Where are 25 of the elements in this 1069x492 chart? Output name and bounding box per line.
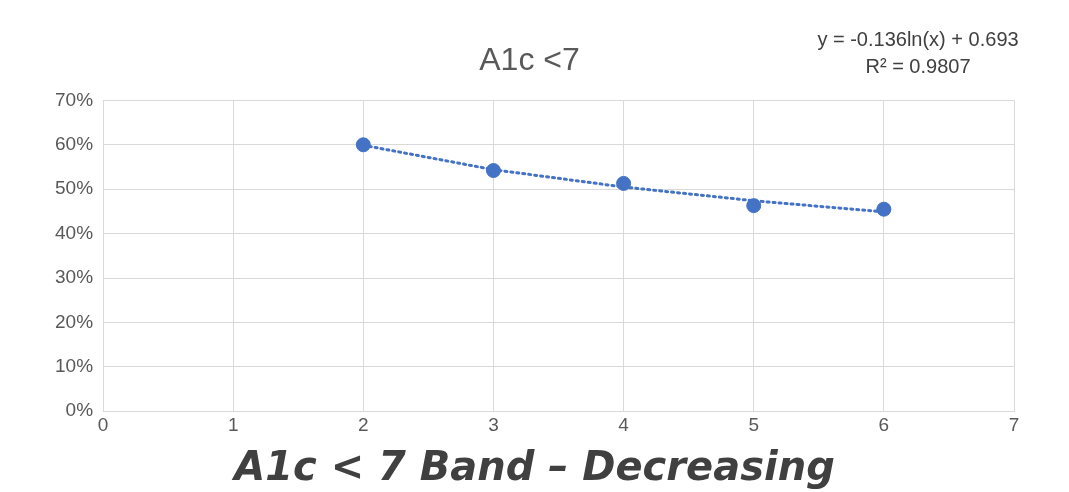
y-tick-label: 10%	[55, 355, 94, 377]
x-tick-label: 1	[227, 413, 239, 435]
x-tick-label: 4	[618, 413, 630, 435]
point	[876, 201, 892, 217]
y-tick-label: 50%	[55, 177, 94, 199]
y-tick-label: 0%	[65, 399, 94, 421]
x-tick-label: 0	[97, 413, 109, 435]
y-tick-label: 40%	[55, 221, 94, 243]
point	[355, 137, 371, 153]
y-tick-label: 70%	[55, 88, 94, 110]
y-tick-label: 20%	[55, 310, 94, 332]
x-tick-label: 5	[748, 413, 760, 435]
point	[746, 198, 762, 214]
x-tick-label: 7	[1008, 413, 1020, 435]
x-tick-label: 3	[488, 413, 499, 435]
point	[616, 175, 632, 191]
text: A1c < 7 Band – Decreasing	[231, 442, 836, 491]
text: R² = 0.9807	[865, 54, 971, 77]
x-tick-label: 2	[358, 413, 369, 435]
y-tick-label: 30%	[55, 266, 94, 288]
chart-title: A1c <7	[479, 41, 580, 78]
text: y = -0.136ln(x) + 0.693	[817, 27, 1019, 50]
x-tick-label: 6	[878, 413, 890, 435]
y-tick-label: 60%	[55, 133, 94, 155]
point	[485, 163, 501, 179]
